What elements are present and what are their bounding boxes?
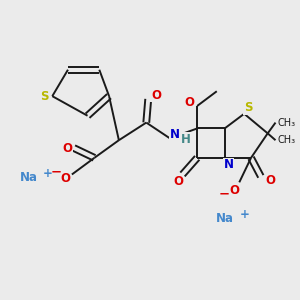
Text: O: O	[151, 89, 161, 102]
Text: O: O	[62, 142, 72, 154]
Text: Na: Na	[216, 212, 234, 225]
Text: S: S	[40, 90, 49, 103]
Text: −: −	[219, 188, 230, 201]
Text: O: O	[60, 172, 70, 185]
Text: −: −	[51, 165, 62, 178]
Text: H: H	[181, 133, 190, 146]
Text: S: S	[244, 101, 252, 114]
Text: O: O	[266, 174, 276, 187]
Text: O: O	[230, 184, 239, 196]
Text: N: N	[170, 128, 180, 141]
Text: CH₃: CH₃	[278, 135, 296, 145]
Text: N: N	[224, 158, 233, 171]
Text: CH₃: CH₃	[278, 118, 296, 128]
Text: +: +	[240, 208, 250, 221]
Text: Na: Na	[20, 171, 38, 184]
Text: +: +	[43, 167, 52, 180]
Text: O: O	[184, 95, 194, 109]
Text: O: O	[174, 175, 184, 188]
